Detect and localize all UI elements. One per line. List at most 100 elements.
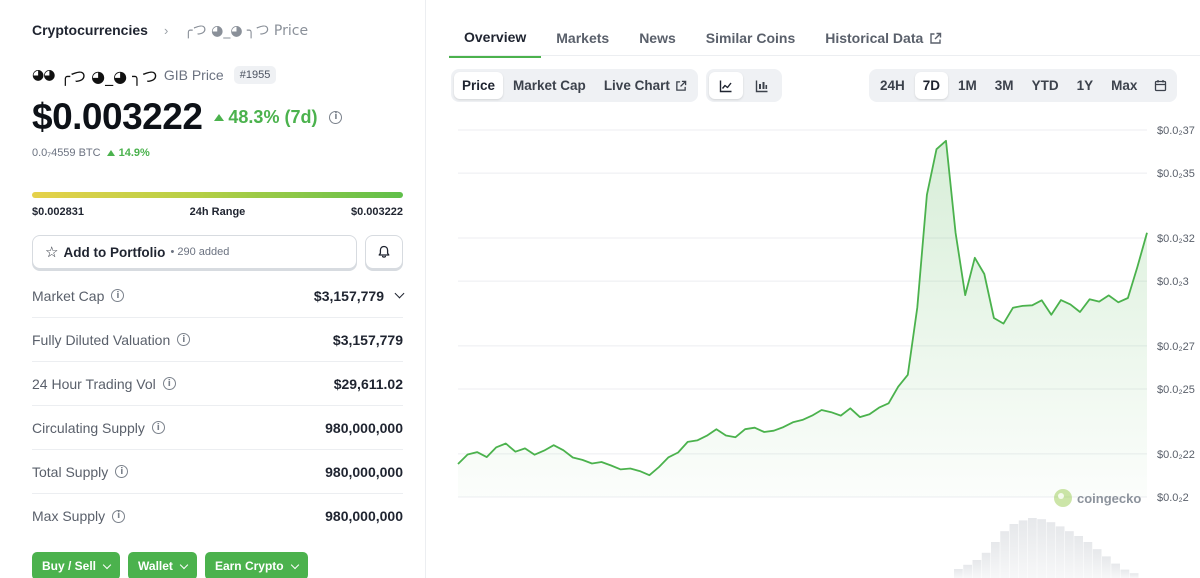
- btc-price-row: 0.0₇4559 BTC 14.9%: [32, 147, 150, 159]
- live-chart-link[interactable]: Live Chart: [596, 72, 695, 99]
- stat-24h-trading-vol: 24 Hour Trading Vol i $29,611.02: [32, 362, 403, 406]
- btc-change: 14.9%: [106, 147, 150, 159]
- stat-label: Max Supply: [32, 508, 106, 524]
- y-tick-label: $0.0₂22: [1157, 449, 1195, 461]
- live-chart-label: Live Chart: [603, 78, 670, 93]
- volume-bar: [991, 542, 1000, 578]
- volume-bar: [963, 564, 972, 578]
- price-row: $0.003222 48.3% (7d) i: [32, 96, 343, 138]
- volume-bar: [1120, 569, 1130, 578]
- tab-similar-coins[interactable]: Similar Coins: [705, 30, 796, 46]
- stat-value: 980,000,000: [325, 508, 403, 524]
- coin-summary-panel: Cryptocurrencies › ╭つ ◕_◕ ╮つ Price ◕◕ ╭つ…: [0, 0, 426, 578]
- volume-bar: [1111, 563, 1120, 578]
- external-link-icon: [930, 32, 942, 44]
- price-chart[interactable]: $0.0₂37 $0.0₂35 $0.0₂32 $0.0₂3 $0.0₂27 $0.0₂2…: [449, 118, 1200, 578]
- volume-bar: [1018, 520, 1028, 578]
- chevron-down-icon: [290, 560, 299, 569]
- stat-value: $29,611.02: [333, 375, 403, 392]
- tab-overview[interactable]: Overview: [449, 20, 542, 58]
- candlestick-chart-button[interactable]: [745, 72, 779, 99]
- info-icon[interactable]: i: [112, 509, 126, 523]
- chart-type-price[interactable]: Price: [454, 72, 504, 99]
- breadcrumb-cryptocurrencies[interactable]: Cryptocurrencies: [32, 22, 148, 38]
- volume-bar: [1009, 524, 1019, 578]
- star-icon: ☆: [45, 243, 59, 261]
- volume-bar: [1000, 531, 1009, 578]
- volume-bar: [972, 560, 982, 578]
- breadcrumb: Cryptocurrencies › ╭つ ◕_◕ ╮つ Price: [32, 20, 308, 40]
- stat-circulating-supply: Circulating Supply i 980,000,000: [32, 406, 403, 450]
- buy-sell-button[interactable]: Buy / Sell: [32, 552, 121, 578]
- earn-crypto-label: Earn Crypto: [214, 559, 284, 573]
- external-link-icon: [676, 80, 687, 91]
- stat-total-supply: Total Supply i 980,000,000: [32, 450, 403, 494]
- volume-bar: [981, 552, 991, 578]
- range-ytd[interactable]: YTD: [1031, 78, 1059, 93]
- range-24h[interactable]: 24H: [880, 78, 905, 93]
- buy-sell-label: Buy / Sell: [42, 559, 97, 573]
- candlestick-icon: [755, 80, 768, 92]
- volume-bar: [1055, 526, 1065, 578]
- stat-label: Total Supply: [32, 463, 109, 480]
- volume-bar: [1028, 518, 1037, 578]
- volume-bar: [1129, 573, 1139, 578]
- volume-bar: [1074, 536, 1083, 578]
- volume-bar: [954, 569, 963, 578]
- volume-bar: [1065, 531, 1074, 578]
- caret-up-icon: [214, 113, 225, 121]
- tab-markets[interactable]: Markets: [556, 30, 610, 46]
- stat-market-cap: Market Cap i $3,157,779: [32, 274, 405, 318]
- stat-fully-diluted-valuation: Fully Diluted Valuation i $3,157,779: [32, 318, 403, 362]
- portfolio-added-count: • 290 added: [170, 246, 230, 258]
- info-icon[interactable]: i: [329, 110, 343, 124]
- calendar-button[interactable]: [1147, 72, 1174, 99]
- stat-value: $3,157,779: [332, 331, 403, 348]
- btc-price: 0.0₇4559 BTC: [32, 147, 101, 159]
- watermark-text: coingecko: [1077, 491, 1141, 506]
- range-7d[interactable]: 7D: [914, 72, 949, 99]
- price-alert-button[interactable]: [365, 235, 403, 269]
- add-to-portfolio-button[interactable]: ☆ Add to Portfolio • 290 added: [32, 235, 357, 269]
- chevron-down-icon: [102, 560, 112, 569]
- time-range-toggle: 24H 7D 1M 3M YTD 1Y Max: [869, 69, 1178, 102]
- chart-type-toggle: Price Market Cap Live Chart: [451, 69, 698, 102]
- info-icon[interactable]: i: [115, 465, 129, 478]
- stat-label: Fully Diluted Valuation: [32, 331, 171, 348]
- range-max[interactable]: Max: [1111, 78, 1138, 93]
- info-icon[interactable]: i: [151, 421, 165, 434]
- stat-max-supply: Max Supply i 980,000,000: [32, 494, 403, 538]
- stat-label: 24 Hour Trading Vol: [32, 375, 156, 392]
- rank-badge: #1955: [233, 66, 277, 84]
- volume-bar: [1092, 549, 1102, 578]
- caret-up-icon: [106, 150, 115, 156]
- tab-historical-data[interactable]: Historical Data: [810, 20, 957, 58]
- chart-type-market-cap[interactable]: Market Cap: [513, 78, 586, 93]
- info-icon[interactable]: i: [177, 333, 191, 346]
- range-1y[interactable]: 1Y: [1076, 78, 1094, 93]
- y-tick-label: $0.0₂3: [1157, 276, 1189, 288]
- line-chart-icon: [719, 80, 732, 92]
- wallet-button[interactable]: Wallet: [128, 552, 197, 578]
- tabs-divider: [449, 55, 1200, 56]
- info-icon[interactable]: i: [111, 289, 125, 302]
- coin-tabs: Overview Markets News Similar Coins Hist…: [449, 20, 957, 58]
- calendar-icon: [1155, 80, 1167, 92]
- stats-table: Market Cap i $3,157,779 Fully Diluted Val…: [32, 274, 405, 538]
- stat-value: 980,000,000: [325, 419, 403, 436]
- range-1m[interactable]: 1M: [958, 78, 977, 93]
- stat-value-dropdown[interactable]: $3,157,779: [314, 288, 405, 304]
- earn-crypto-button[interactable]: Earn Crypto: [204, 552, 308, 578]
- info-icon[interactable]: i: [162, 377, 176, 390]
- stat-label: Circulating Supply: [32, 419, 145, 436]
- range-label[interactable]: 24h Range: [189, 206, 246, 218]
- stat-value: 980,000,000: [325, 463, 403, 480]
- range-bar: [32, 192, 403, 198]
- action-buttons: Buy / Sell Wallet Earn Crypto: [32, 552, 308, 578]
- tab-news[interactable]: News: [639, 30, 676, 46]
- y-tick-label: $0.0₂2: [1157, 492, 1189, 504]
- line-chart-button[interactable]: [709, 72, 743, 99]
- current-price: $0.003222: [32, 96, 203, 137]
- chart-style-toggle: [706, 69, 782, 102]
- range-3m[interactable]: 3M: [994, 78, 1014, 93]
